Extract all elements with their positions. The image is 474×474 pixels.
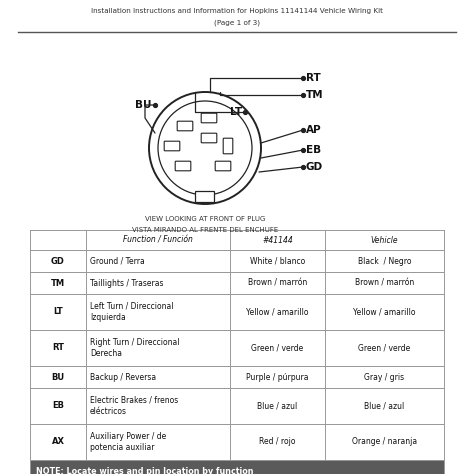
Text: Black  / Negro: Black / Negro bbox=[358, 256, 411, 265]
Text: AP: AP bbox=[306, 125, 322, 135]
Text: Auxiliary Power / de
potencia auxiliar: Auxiliary Power / de potencia auxiliar bbox=[90, 432, 166, 452]
FancyBboxPatch shape bbox=[215, 161, 231, 171]
Text: Blue / azul: Blue / azul bbox=[257, 401, 298, 410]
Text: LT: LT bbox=[230, 107, 242, 117]
Text: Brown / marrón: Brown / marrón bbox=[248, 279, 307, 288]
Text: AX: AX bbox=[52, 438, 64, 447]
Text: GD: GD bbox=[51, 256, 65, 265]
Text: TM: TM bbox=[51, 279, 65, 288]
Text: Right Turn / Direccional
Derecha: Right Turn / Direccional Derecha bbox=[90, 337, 180, 358]
FancyBboxPatch shape bbox=[177, 121, 193, 131]
Text: GD: GD bbox=[306, 162, 323, 172]
Text: Function / Función: Function / Función bbox=[123, 236, 193, 245]
Text: Green / verde: Green / verde bbox=[251, 344, 304, 353]
Text: VISTA MIRANDO AL FRENTE DEL ENCHUFE: VISTA MIRANDO AL FRENTE DEL ENCHUFE bbox=[132, 227, 278, 233]
Text: VIEW LOOKING AT FRONT OF PLUG: VIEW LOOKING AT FRONT OF PLUG bbox=[145, 216, 265, 222]
FancyBboxPatch shape bbox=[223, 138, 233, 154]
Text: TM: TM bbox=[306, 90, 324, 100]
FancyBboxPatch shape bbox=[175, 161, 191, 171]
Text: Yellow / amarillo: Yellow / amarillo bbox=[246, 308, 309, 317]
Text: EB: EB bbox=[52, 401, 64, 410]
Text: Red / rojo: Red / rojo bbox=[259, 438, 296, 447]
Text: #41144: #41144 bbox=[262, 236, 293, 245]
Ellipse shape bbox=[158, 101, 252, 195]
Text: LT: LT bbox=[53, 308, 63, 317]
Text: Orange / naranja: Orange / naranja bbox=[352, 438, 417, 447]
Text: NOTE: Locate wires and pin location by function
only.Color coding is not standar: NOTE: Locate wires and pin location by f… bbox=[36, 467, 254, 474]
Text: Blue / azul: Blue / azul bbox=[365, 401, 405, 410]
Text: (Page 1 of 3): (Page 1 of 3) bbox=[214, 19, 260, 26]
Text: EB: EB bbox=[306, 145, 321, 155]
FancyBboxPatch shape bbox=[195, 191, 215, 202]
Text: Purple / púrpura: Purple / púrpura bbox=[246, 373, 309, 382]
Text: Electric Brakes / frenos
eléctricos: Electric Brakes / frenos eléctricos bbox=[90, 396, 178, 416]
Text: Installation Instructions and Information for Hopkins 11141144 Vehicle Wiring Ki: Installation Instructions and Informatio… bbox=[91, 8, 383, 14]
Text: Yellow / amarillo: Yellow / amarillo bbox=[353, 308, 416, 317]
Text: BU: BU bbox=[52, 373, 64, 382]
Bar bbox=[30, 460, 444, 474]
Text: Green / verde: Green / verde bbox=[358, 344, 410, 353]
Text: Ground / Terra: Ground / Terra bbox=[90, 256, 145, 265]
FancyBboxPatch shape bbox=[201, 113, 217, 123]
Text: RT: RT bbox=[52, 344, 64, 353]
Text: Brown / marrón: Brown / marrón bbox=[355, 279, 414, 288]
Text: Left Turn / Direccional
Izquierda: Left Turn / Direccional Izquierda bbox=[90, 301, 173, 322]
Text: Taillights / Traseras: Taillights / Traseras bbox=[90, 279, 164, 288]
Text: BU: BU bbox=[136, 100, 152, 110]
Text: Gray / gris: Gray / gris bbox=[365, 373, 405, 382]
FancyBboxPatch shape bbox=[201, 133, 217, 143]
Text: RT: RT bbox=[306, 73, 321, 83]
Text: White / blanco: White / blanco bbox=[250, 256, 305, 265]
FancyBboxPatch shape bbox=[164, 141, 180, 151]
Text: Backup / Reversa: Backup / Reversa bbox=[90, 373, 156, 382]
Text: Vehicle: Vehicle bbox=[371, 236, 398, 245]
